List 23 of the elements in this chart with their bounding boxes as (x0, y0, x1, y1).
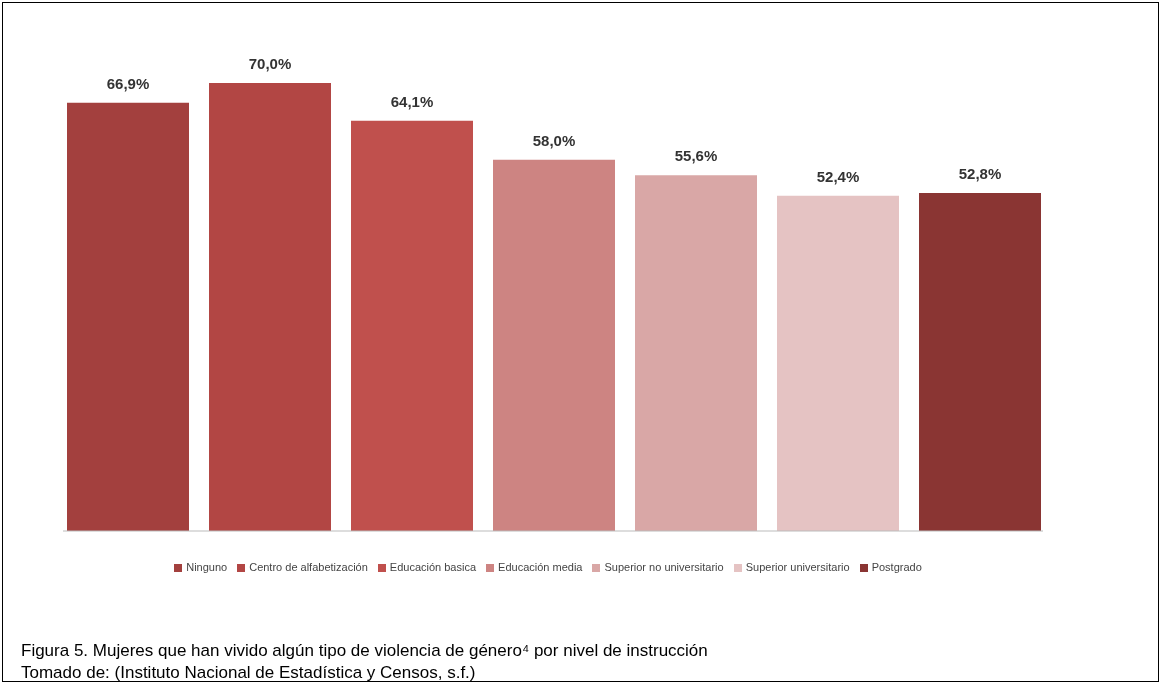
legend-label: Centro de alfabetización (249, 561, 368, 573)
legend-label: Superior universitario (745, 561, 850, 573)
data-label: 52,4% (816, 167, 860, 185)
bar (493, 159, 615, 531)
legend-label: Educación media (498, 561, 583, 573)
data-label: 66,9% (106, 74, 150, 92)
data-label: 64,1% (390, 92, 434, 110)
data-label: 52,8% (958, 165, 1002, 183)
text: Figura 5. Mujeres que han vivido algún tipo de violencia de género⁴ por nivel de instrucción (21, 640, 708, 662)
data-label: 55,6% (674, 147, 718, 165)
legend-label: Postgrado (871, 561, 922, 573)
bar (777, 195, 899, 531)
data-label: 70,0% (248, 55, 292, 72)
text: Tomado de: (Instituto Nacional de Estadística y Censos, s.f.) (21, 662, 477, 684)
legend-label: Educación basica (389, 561, 477, 573)
legend-label: Superior no universitario (604, 561, 724, 573)
legend-label: Ninguno (186, 561, 228, 573)
data-label: 58,0% (532, 131, 576, 149)
bar (919, 193, 1041, 531)
bar (351, 120, 473, 531)
bar (67, 102, 189, 531)
bar (635, 175, 757, 531)
bar (209, 83, 331, 531)
